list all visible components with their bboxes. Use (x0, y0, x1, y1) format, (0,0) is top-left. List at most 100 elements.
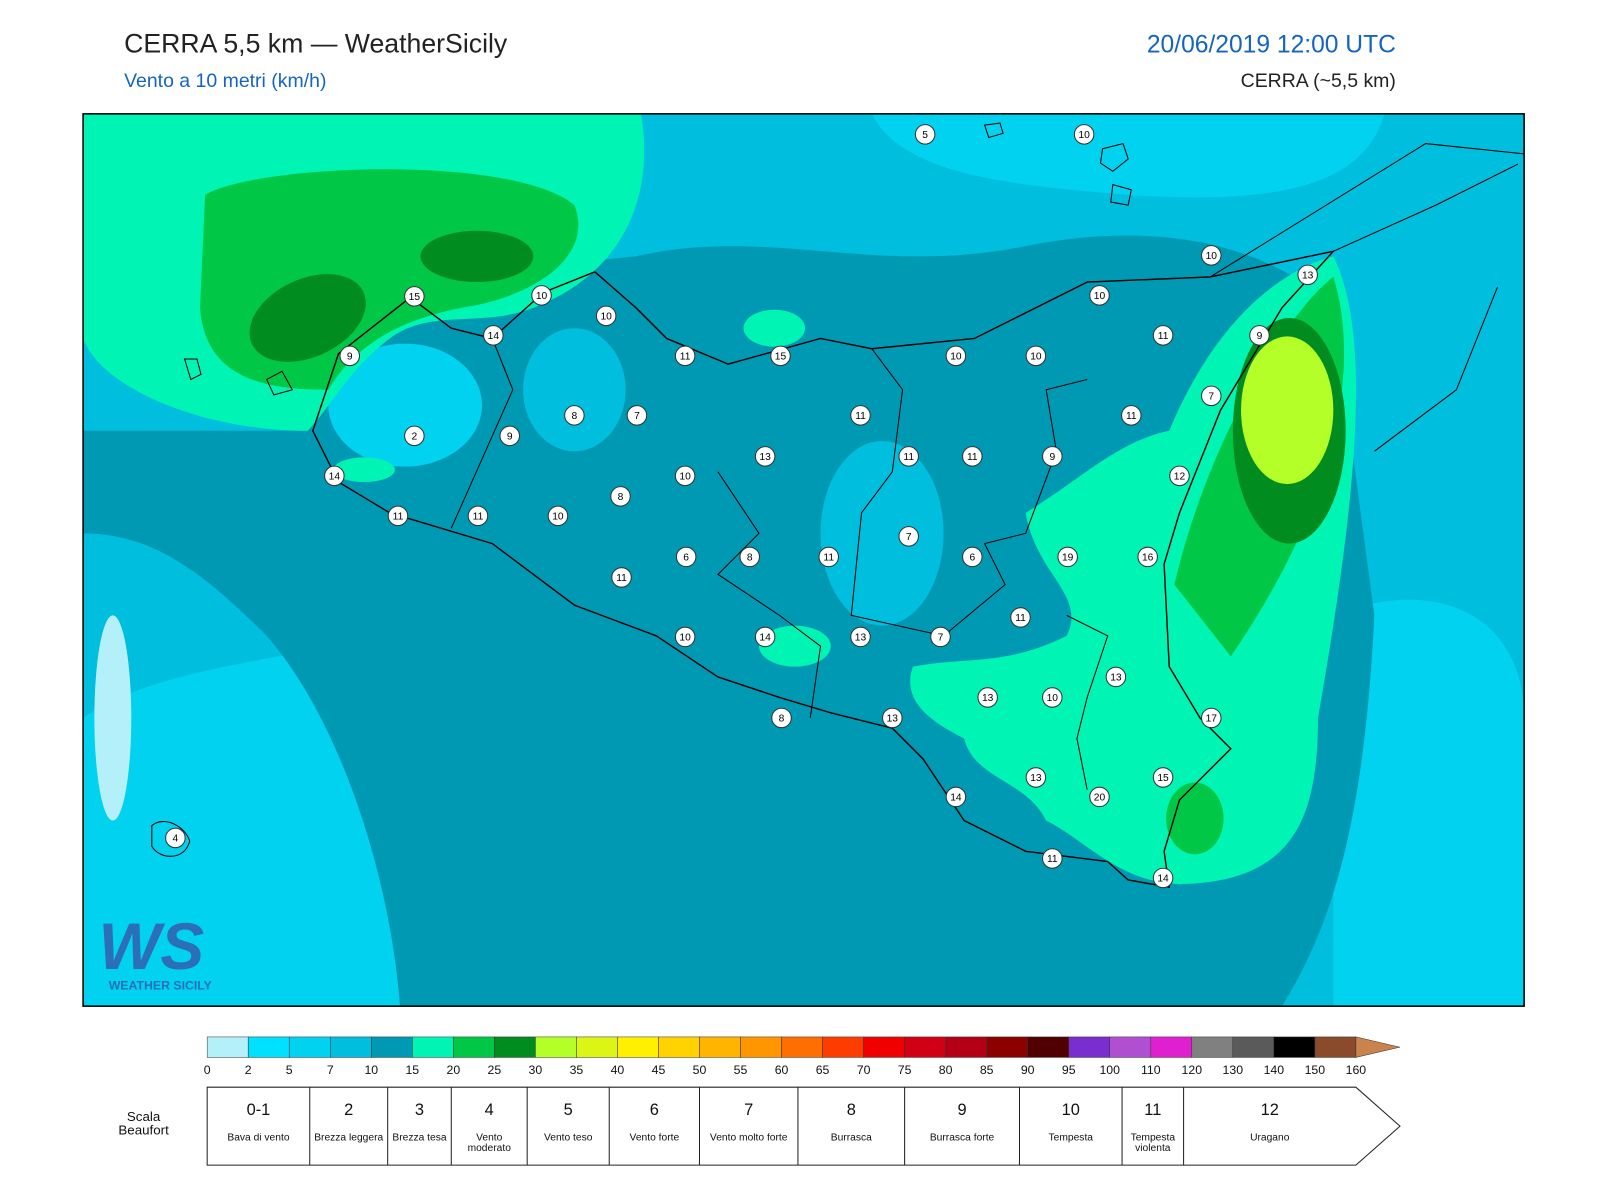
station-value: 19 (1062, 553, 1074, 564)
station-value: 10 (1030, 351, 1042, 362)
station-value: 14 (759, 633, 771, 644)
colorbar-bin (904, 1036, 946, 1058)
station-value: 10 (536, 291, 548, 302)
station-value: 15 (1157, 773, 1169, 784)
subtitle: Vento a 10 metri (km/h) (124, 70, 326, 92)
station-marker (1249, 325, 1270, 346)
station-marker (1010, 607, 1031, 628)
station-value: 11 (1158, 331, 1169, 342)
colorbar-bin (206, 1036, 249, 1058)
station-value: 9 (1257, 331, 1263, 342)
station-value: 11 (1015, 613, 1026, 624)
beaufort-force: 11 (1144, 1101, 1161, 1119)
station-value: 13 (1030, 773, 1042, 784)
beaufort-name-box: Vento teso (544, 1133, 592, 1143)
station-value: 7 (634, 411, 640, 422)
field (420, 230, 534, 283)
colorbar-bin (535, 1036, 577, 1058)
station-value: 15 (775, 351, 787, 362)
beaufort-name-box: Bava di vento (227, 1133, 289, 1143)
colorbar-arrow (1355, 1036, 1401, 1058)
field (820, 441, 944, 626)
station-value: 14 (488, 331, 500, 342)
station-value: 13 (982, 693, 994, 704)
logo: WS WEATHER SICILY (98, 910, 211, 993)
beaufort-name-box: Burrasca (831, 1133, 872, 1143)
beaufort-force: 4 (485, 1101, 494, 1119)
boundary (450, 143, 1525, 790)
station-marker (898, 526, 919, 547)
station-marker (771, 707, 792, 729)
station-value: 4 (173, 834, 179, 845)
station-value: 10 (679, 471, 691, 482)
station-marker (1073, 124, 1095, 145)
station-marker (564, 405, 585, 426)
station-value: 10 (1078, 130, 1090, 141)
colorbar-tick-label: 160 (1346, 1063, 1367, 1077)
station-value: 10 (679, 633, 691, 644)
station-value: 10 (950, 351, 962, 362)
colorbar-bin (329, 1036, 372, 1058)
colorbar-bin (288, 1036, 331, 1058)
colorbar-tick-label: 120 (1182, 1063, 1203, 1077)
colorbar-bin (822, 1036, 864, 1058)
field (758, 625, 831, 667)
station-marker (739, 546, 760, 568)
title: CERRA 5,5 km — WeatherSicily (124, 28, 508, 58)
station-marker (1137, 546, 1158, 568)
field (1333, 599, 1525, 1007)
colorbar-tick-label: 75 (898, 1063, 912, 1077)
field (523, 328, 626, 452)
station-marker (1042, 687, 1063, 708)
station-marker (754, 626, 776, 648)
station-marker (324, 465, 345, 487)
station-value: 11 (1047, 854, 1058, 865)
station-value: 11 (967, 452, 978, 463)
station-value: 11 (680, 351, 691, 362)
colorbar-bin (1027, 1036, 1069, 1058)
station-value: 8 (747, 553, 753, 564)
station-marker (962, 446, 983, 467)
station-value: 5 (922, 130, 928, 141)
beaufort-name-box: Tempesta (1048, 1133, 1093, 1144)
beaufort-name-box: Tempesta violenta (1130, 1133, 1176, 1154)
colorbar-tick-label: 2 (245, 1063, 252, 1077)
colorbar-tick-label: 130 (1223, 1063, 1244, 1077)
beaufort-name: Tempesta violenta (1130, 1133, 1176, 1154)
station-value: 11 (393, 511, 404, 522)
field (1241, 336, 1334, 485)
station-marker (404, 286, 425, 307)
logo-text: WEATHER SICILY (109, 979, 212, 993)
colorbar-bin (1191, 1036, 1234, 1058)
station-marker (531, 285, 552, 306)
colorbar-bin (1150, 1036, 1193, 1058)
beaufort-name-box: Brezza leggera (314, 1133, 383, 1143)
beaufort-force: 7 (744, 1101, 753, 1119)
colorbar-bin (1232, 1036, 1275, 1058)
island (151, 122, 1132, 857)
beaufort-name: Tempesta (1048, 1133, 1093, 1144)
station-marker (898, 446, 919, 467)
stations: 5 10 10 13 15 10 10 10 14 11 9 9 11 15 10 10 7 8 7 11 11 2 9 13… (165, 124, 1318, 889)
station-value: 10 (552, 511, 564, 522)
beaufort-name: Brezza tesa (392, 1133, 447, 1144)
beaufort-force: 5 (564, 1101, 573, 1119)
beaufort-name-box: Vento moderato (468, 1133, 511, 1153)
station-value: 10 (1206, 251, 1218, 262)
station-marker (945, 786, 967, 808)
station-marker (339, 345, 360, 367)
colorbar-tick-label: 50 (693, 1063, 707, 1077)
colorbar-tick-label: 80 (939, 1063, 953, 1077)
colorbar-tick-label: 70 (857, 1063, 871, 1077)
station-marker (483, 325, 504, 346)
colorbar-bin (1109, 1036, 1152, 1058)
beaufort-name-box: Burrasca forte (930, 1133, 994, 1143)
station-marker (675, 546, 697, 568)
station-value: 14 (950, 793, 962, 804)
colorbar-tick-label: 65 (816, 1063, 830, 1077)
station-marker (610, 486, 631, 507)
colorbar: 0 2 5 7 10 15 20 25 30 35 40 45 50 55 60 65 70 75 80 85 90 95… (204, 1036, 1401, 1077)
station-marker (1025, 767, 1047, 788)
beaufort-force: 10 (1062, 1101, 1080, 1119)
map: 5 10 10 13 15 10 10 10 14 11 9 9 11 15 10 10 7 8 7 11 11 2 9 13… (83, 113, 1525, 1007)
